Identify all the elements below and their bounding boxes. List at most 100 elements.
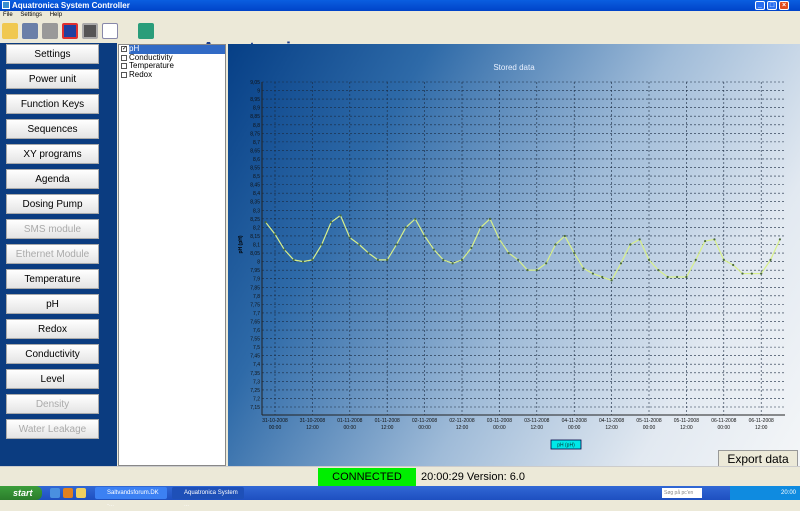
y-tick-label: 8,55 [250,166,260,172]
data-point [358,243,361,246]
sidebar: Settings Power unit Function Keys Sequences… [0,43,117,466]
device-icon[interactable] [42,23,58,39]
app-icon [2,1,10,9]
data-point [367,251,370,255]
data-point [722,258,725,261]
data-point [517,258,520,261]
data-point [694,258,697,261]
data-point [741,272,744,275]
data-point [657,269,660,272]
y-tick-label: 8,85 [250,114,260,120]
minimize-button[interactable]: _ [755,1,765,10]
checkbox[interactable]: ✓ [121,46,128,53]
data-point [769,258,772,261]
data-point [414,217,417,220]
disconnect-icon[interactable] [62,23,78,39]
y-tick-label: 7,7 [253,311,260,317]
y-tick-label: 8,5 [253,174,260,180]
y-tick-label: 8,95 [250,97,260,103]
data-point [320,243,323,246]
sidebar-button-conductivity[interactable]: Conductivity [6,344,99,364]
maximize-button[interactable]: □ [767,1,777,10]
checkbox[interactable] [121,63,127,70]
data-point [750,272,753,275]
x-tick-label: 31-10-2008 12:00 [300,418,326,431]
menu-file[interactable]: File [3,12,13,18]
sidebar-button-level[interactable]: Level [6,369,99,389]
checklist-item-conductivity[interactable]: Conductivity [119,53,225,63]
data-point [432,248,436,251]
messenger-icon[interactable] [76,488,86,498]
checkbox[interactable] [121,71,127,78]
monitor-icon[interactable] [82,23,98,39]
sidebar-button-settings[interactable]: Settings [6,44,99,64]
data-point [591,272,594,275]
system-tray: 20:00 [730,486,800,500]
data-point [404,226,407,229]
x-tick-label: 01-11-2008 00:00 [337,418,362,431]
checklist-item-redox[interactable]: Redox [119,69,225,80]
y-tick-label: 8,25 [250,217,260,223]
y-tick-label: 8,7 [253,140,260,146]
y-tick-label: 8,45 [250,183,260,189]
menu-help[interactable]: Help [49,12,63,18]
x-tick-label: 01-11-2008 12:00 [375,418,400,431]
checklist-item-ph[interactable]: ✓ pH [119,44,225,54]
sidebar-button-power-unit[interactable]: Power unit [6,69,99,89]
data-point [264,221,267,224]
sidebar-button-redox[interactable]: Redox [6,319,99,339]
y-tick-label: 9 [257,89,260,95]
close-button[interactable]: × [779,1,789,10]
export-data-button[interactable]: Export data [718,450,798,467]
y-tick-label: 7,8 [253,294,260,300]
search-input[interactable]: Søg på pc'en [662,488,702,498]
connection-status: CONNECTED [318,468,416,486]
x-tick-label: 02-11-2008 00:00 [412,418,437,431]
x-tick-label: 03-11-2008 12:00 [524,418,549,431]
status-time-version: 20:00:29 Version: 6.0 [421,468,525,486]
y-tick-label: 7,75 [250,302,260,308]
chart-icon[interactable] [102,23,118,39]
checklist-label: pH [129,44,225,54]
data-point [610,279,613,282]
data-point [675,275,679,279]
sidebar-button-sequences[interactable]: Sequences [6,119,99,139]
x-tick-label: 04-11-2008 00:00 [562,418,587,431]
sidebar-button-agenda[interactable]: Agenda [6,169,99,189]
data-point [348,236,351,239]
y-tick-label: 8,4 [253,191,260,197]
task-saltvandsforum[interactable]: Saltvandsforum.DK -... [95,487,167,508]
y-tick-label: 8,8 [253,123,260,129]
legend-entry: pH (pH) [557,443,575,449]
data-point [386,258,389,261]
ie-icon[interactable] [50,488,60,498]
checklist-item-temperature[interactable]: Temperature [119,61,225,71]
data-point [713,238,716,241]
sidebar-button-ph[interactable]: pH [6,294,99,314]
data-point [451,262,454,265]
y-tick-label: 8,35 [250,200,260,206]
data-point [535,269,538,272]
checkbox[interactable] [121,54,127,61]
task-aquatronica[interactable]: Aquatronica System ... [172,487,244,508]
sidebar-button-function-keys[interactable]: Function Keys [6,94,99,114]
data-point [273,233,277,236]
start-button[interactable]: start [0,486,42,500]
y-tick-label: 8,3 [253,208,260,214]
y-tick-label: 7,55 [250,337,260,343]
menu-settings[interactable]: Settings [20,12,43,18]
x-tick-label: 06-11-2008 12:00 [749,418,774,431]
sidebar-button-temperature[interactable]: Temperature [6,269,99,289]
y-tick-label: 9,05 [250,80,260,86]
open-icon[interactable] [2,23,18,39]
exit-icon[interactable] [138,23,154,39]
data-point [423,234,426,238]
checklist-label: Redox [129,69,153,79]
firefox-icon[interactable] [63,488,73,498]
y-tick-label: 7,5 [253,345,260,351]
sidebar-button-dosing-pump[interactable]: Dosing Pump [6,194,99,214]
pump-icon[interactable] [22,23,38,39]
y-tick-label: 7,15 [250,405,260,411]
data-point [488,217,492,220]
sidebar-button-xy-programs[interactable]: XY programs [6,144,99,164]
